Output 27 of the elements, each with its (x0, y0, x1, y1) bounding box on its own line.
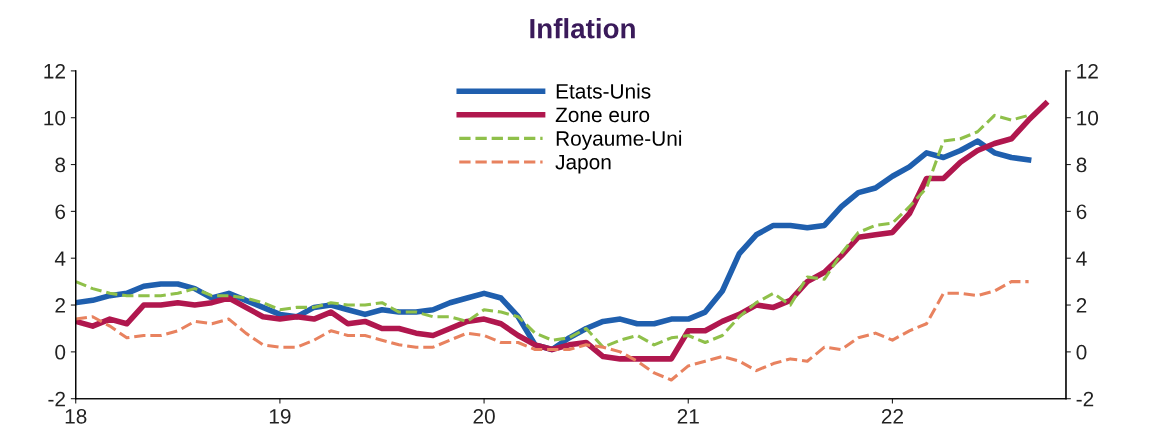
x-tick-label: 22 (881, 408, 903, 424)
x-tick-label: 19 (269, 408, 291, 424)
y2-tick-label: 6 (1076, 204, 1087, 220)
legend-label: Etats-Unis (556, 83, 651, 99)
legend-label: Japon (555, 154, 611, 174)
y2-tick-label: 8 (1076, 157, 1087, 173)
legend-label: Royaume-Uni (556, 130, 682, 150)
y2-tick-label: 12 (1077, 63, 1098, 79)
y2-tick-label: 4 (1076, 251, 1087, 266)
y-tick-label: 6 (55, 204, 66, 220)
y-tick-label: 2 (55, 298, 65, 313)
y-tick-label: 4 (54, 251, 66, 266)
y2-tick-label: -2 (1076, 391, 1094, 407)
y2-tick-label: 10 (1077, 110, 1099, 126)
chart-title: Inflation (530, 18, 635, 39)
x-tick-label: 20 (473, 408, 495, 424)
y-tick-label: -2 (48, 391, 65, 407)
legend-label: Zone euro (555, 107, 650, 123)
y-tick-label: 10 (44, 110, 66, 126)
y2-tick-label: 0 (1076, 344, 1087, 360)
line-series (75, 280, 1031, 382)
y-tick-label: 12 (44, 63, 65, 79)
y-tick-label: 8 (55, 157, 66, 173)
x-tick-label: 18 (65, 408, 87, 424)
y-tick-label: 0 (55, 344, 66, 360)
x-tick-label: 21 (677, 408, 699, 424)
y2-tick-label: 2 (1076, 298, 1087, 313)
